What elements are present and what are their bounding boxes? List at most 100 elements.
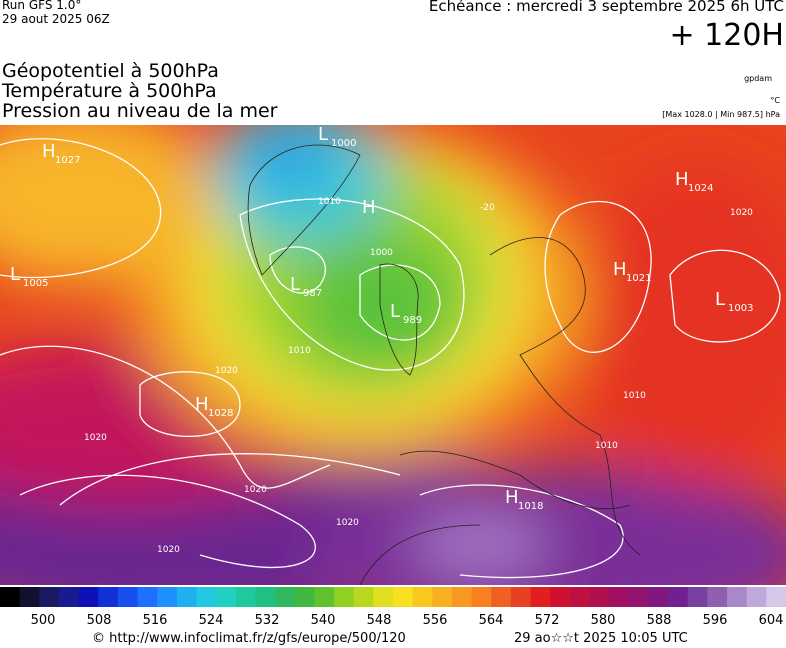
- center-value: 1024: [688, 183, 713, 194]
- colorbar-swatch: [432, 587, 453, 607]
- center-value: 987: [303, 288, 322, 299]
- isobar-label: 1010: [288, 346, 311, 356]
- colorbar-swatch: [334, 587, 355, 607]
- colorbar-swatch: [196, 587, 217, 607]
- colorbar-swatch: [0, 587, 21, 607]
- colorbar-swatch: [294, 587, 315, 607]
- colorbar-swatch: [746, 587, 767, 607]
- center-letter: H: [362, 197, 376, 218]
- center-value: 1028: [208, 408, 233, 419]
- colorbar-label: 508: [87, 613, 112, 628]
- isobar-label: 1000: [370, 248, 393, 258]
- center-value: 1000: [331, 138, 356, 149]
- footer-date: 29 ao☆☆t 2025 10:05 UTC: [514, 631, 688, 646]
- colorbar-label: 516: [143, 613, 168, 628]
- colorbar-swatch: [727, 587, 748, 607]
- isobar-label: -20: [480, 203, 495, 213]
- colorbar-label: 556: [423, 613, 448, 628]
- extremes: [Max 1028.0 | Min 987.5] hPa: [662, 110, 780, 119]
- center-value: 1027: [55, 155, 80, 166]
- title: Géopotentiel à 500hPa: [2, 60, 219, 82]
- colorbar-swatch: [550, 587, 571, 607]
- isobar-label: 1020: [730, 208, 753, 218]
- colorbar-swatch: [668, 587, 689, 607]
- colorbar-swatch: [98, 587, 119, 607]
- colorbar-label: 548: [367, 613, 392, 628]
- run-date: 29 aout 2025 06Z: [2, 12, 110, 26]
- colorbar-swatch: [569, 587, 590, 607]
- center-letter: L: [10, 264, 20, 285]
- colorbar-label: 524: [199, 613, 224, 628]
- isobar-label: 1020: [157, 545, 180, 555]
- isobars: [0, 138, 781, 579]
- colorbar-label: 500: [31, 613, 56, 628]
- colorbar-swatch: [393, 587, 414, 607]
- unit: gpdam: [744, 74, 772, 83]
- colorbar-swatch: [707, 587, 728, 607]
- center-value: 989: [403, 315, 422, 326]
- colorbar-swatch: [157, 587, 178, 607]
- colorbar-swatch: [255, 587, 276, 607]
- colorbar-swatch: [275, 587, 296, 607]
- colorbar-label: 588: [647, 613, 672, 628]
- center-letter: L: [318, 125, 328, 145]
- colorbar-swatch: [353, 587, 374, 607]
- colorbar-swatch: [58, 587, 80, 607]
- forecast: Echéance : mercredi 3 septembre 2025 6h …: [428, 0, 784, 15]
- colorbar-swatch: [589, 587, 610, 607]
- center-letter: H: [675, 169, 689, 190]
- lead-time: + 120H: [669, 18, 785, 53]
- isobar-label: 1010: [623, 391, 646, 401]
- colorbar-swatch: [216, 587, 237, 607]
- colorbar-swatch: [648, 587, 669, 607]
- run: Run GFS 1.0°: [2, 0, 82, 12]
- center-letter: H: [505, 487, 519, 508]
- colorbar-swatch: [687, 587, 708, 607]
- isobar-label: 1020: [244, 485, 267, 495]
- colorbar-swatch: [176, 587, 197, 607]
- center-value: 1018: [518, 501, 543, 512]
- isobar-label: 1020: [336, 518, 359, 528]
- center-value: 1003: [728, 303, 753, 314]
- center-letter: L: [715, 289, 725, 310]
- center-value: 1005: [23, 278, 48, 289]
- colorbar-label: 604: [759, 613, 784, 628]
- colorbar-swatch: [628, 587, 649, 607]
- isobar-label: 1020: [84, 433, 107, 443]
- colorbar-swatch: [412, 587, 433, 607]
- colorbar-label: 572: [535, 613, 560, 628]
- colorbar-swatch: [117, 587, 139, 607]
- center-letter: H: [195, 394, 209, 415]
- isobar-label: 1010: [318, 197, 341, 207]
- unit: °C: [770, 96, 780, 105]
- title: Température à 500hPa: [2, 80, 217, 102]
- colorbar-label: 564: [479, 613, 504, 628]
- center-letter: L: [390, 301, 400, 322]
- coastlines: [247, 144, 641, 585]
- center-letter: H: [613, 259, 627, 280]
- colorbar-swatch: [609, 587, 630, 607]
- isobar-label: 1020: [215, 366, 238, 376]
- colorbar-swatch: [510, 587, 532, 607]
- footer-url: © http://www.infoclimat.fr/z/gfs/europe/…: [92, 631, 406, 646]
- colorbar-swatch: [78, 587, 99, 607]
- colorbar-swatch: [137, 587, 158, 607]
- colorbar-swatch: [471, 587, 492, 607]
- colorbar-swatch: [491, 587, 512, 607]
- title: Pression au niveau de la mer: [2, 100, 278, 122]
- center-value: 1021: [626, 273, 651, 284]
- colorbar-label: 580: [591, 613, 616, 628]
- colorbar-swatch: [530, 587, 551, 607]
- center-letter: H: [42, 141, 56, 162]
- colorbar-swatch: [314, 587, 335, 607]
- colorbar-swatch: [451, 587, 473, 607]
- colorbar-label: 540: [311, 613, 336, 628]
- center-letter: L: [290, 274, 300, 295]
- colorbar: 500 508 516 524 532 540 548 556 564 572 580 588 596 6…: [0, 587, 786, 628]
- field: [0, 125, 786, 585]
- colorbar-swatch: [39, 587, 60, 607]
- colorbar-swatch: [373, 587, 394, 607]
- colorbar-swatch: [766, 587, 786, 607]
